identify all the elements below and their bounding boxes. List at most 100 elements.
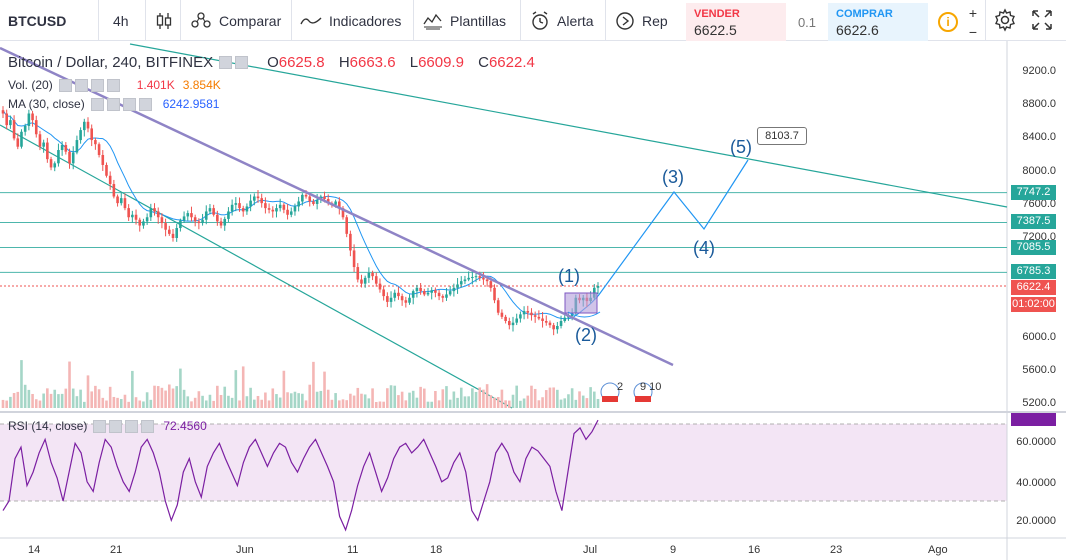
series-title[interactable]: Bitcoin / Dollar, 240, BITFINEX <box>8 54 214 71</box>
minus-button[interactable]: − <box>968 23 978 40</box>
candle-body <box>216 214 219 222</box>
rsi-label[interactable]: RSI (14, close) <box>8 419 88 433</box>
fullscreen-icon[interactable] <box>1030 8 1054 32</box>
level-label-1: 7747.2 <box>1011 185 1056 200</box>
candle-body <box>382 289 385 297</box>
volume-bar <box>593 391 596 408</box>
candle-body <box>53 163 57 168</box>
wave-4-label[interactable]: (4) <box>693 238 715 258</box>
volume-bar <box>271 388 275 408</box>
target-price-callout[interactable]: 8103.7 <box>757 127 807 145</box>
volume-bar <box>356 387 360 408</box>
volume-bar <box>345 400 348 408</box>
indicators-button[interactable]: Indicadores <box>300 0 410 41</box>
candle-body <box>482 277 485 280</box>
candle-body <box>193 217 197 222</box>
candle-body <box>27 113 31 126</box>
volume-bar <box>459 387 463 408</box>
time-tick: 21 <box>110 544 123 556</box>
volume-bar <box>319 390 323 408</box>
channel-lower-line[interactable] <box>0 124 513 409</box>
volume-legend-buttons[interactable] <box>58 78 123 92</box>
candle-body <box>142 221 145 226</box>
candle-body <box>312 201 315 204</box>
plus-button[interactable]: + <box>968 4 978 21</box>
volume-bar <box>312 361 315 408</box>
volume-bar <box>201 395 204 408</box>
time-tick: 11 <box>347 544 359 556</box>
high-value: 6663.6 <box>349 54 396 71</box>
event-badge-1[interactable]: 2 <box>617 381 624 393</box>
candle-body <box>179 220 182 229</box>
rsi-tick-60: 60.0000 <box>1016 436 1056 448</box>
volume-bar <box>289 393 293 408</box>
info-button[interactable]: i <box>928 3 968 41</box>
candle-body <box>68 151 71 164</box>
consolidation-box[interactable] <box>564 292 598 314</box>
volume-label[interactable]: Vol. (20) <box>8 78 53 92</box>
wave-5-label[interactable]: (5) <box>730 137 752 157</box>
candle-body <box>489 281 493 288</box>
volume-bar <box>134 397 138 408</box>
volume-bar <box>400 391 404 408</box>
volume-bar <box>504 400 507 408</box>
volume-bar <box>297 393 300 408</box>
chart-type-button[interactable] <box>153 0 175 41</box>
candle-body <box>349 233 352 251</box>
wave-2-label[interactable]: (2) <box>575 325 597 345</box>
symbol-search[interactable]: BTCUSD <box>8 0 88 41</box>
elliott-wave-projection[interactable] <box>597 159 749 297</box>
volume-bar <box>293 391 297 408</box>
templates-button[interactable]: Plantillas <box>423 0 518 41</box>
volume-value: 1.401K <box>136 78 175 92</box>
candle-body <box>463 279 467 282</box>
volume-bar <box>581 395 585 408</box>
volume-bar <box>286 392 289 408</box>
candle-body <box>79 130 82 141</box>
candle-body <box>544 321 548 323</box>
settings-icon[interactable] <box>993 8 1017 32</box>
volume-bar <box>116 397 119 408</box>
legend-buttons[interactable] <box>219 56 251 69</box>
resistance-trendline[interactable] <box>0 46 674 367</box>
ma-legend-buttons[interactable] <box>90 97 155 111</box>
buy-button[interactable]: COMPRAR 6622.6 <box>828 3 928 41</box>
wave-1-label[interactable]: (1) <box>558 266 580 286</box>
volume-bar <box>193 397 197 408</box>
candle-body <box>530 312 533 316</box>
sell-button[interactable]: VENDER 6622.5 <box>686 3 786 41</box>
candle-body <box>75 140 79 153</box>
interval-button[interactable]: 4h <box>113 0 139 41</box>
event-badges[interactable] <box>600 382 653 402</box>
volume-bar <box>426 401 430 408</box>
low-value: 6609.9 <box>418 54 464 71</box>
low-label: L <box>409 54 419 71</box>
volume-bar <box>578 391 581 408</box>
candle-body <box>374 276 378 284</box>
volume-bar <box>16 391 20 408</box>
volume-bar <box>360 393 363 408</box>
candle-body <box>1 110 5 114</box>
candle-body <box>393 292 397 298</box>
candle-body <box>297 201 300 207</box>
rsi-legend-buttons[interactable] <box>93 419 157 433</box>
replay-button[interactable]: Rep <box>615 0 669 41</box>
ma-label[interactable]: MA (30, close) <box>8 97 85 111</box>
alert-button[interactable]: Alerta <box>530 0 602 41</box>
candle-body <box>338 201 341 209</box>
event-badge-2[interactable]: 9 10 <box>640 381 662 393</box>
candle-body <box>34 120 38 135</box>
candle-body <box>134 214 138 220</box>
volume-bar <box>530 385 533 408</box>
candle-body <box>326 198 330 204</box>
compare-button[interactable]: Comparar <box>190 0 290 41</box>
volume-bar <box>371 388 374 408</box>
volume-bar <box>326 389 330 408</box>
channel-upper-line[interactable] <box>129 43 1008 208</box>
wave-3-label[interactable]: (3) <box>662 167 684 187</box>
rsi-value: 72.4560 <box>163 419 207 433</box>
candle-body <box>548 322 552 326</box>
volume-bar <box>537 400 541 408</box>
candle-body <box>408 297 411 303</box>
candle-body <box>389 297 393 302</box>
